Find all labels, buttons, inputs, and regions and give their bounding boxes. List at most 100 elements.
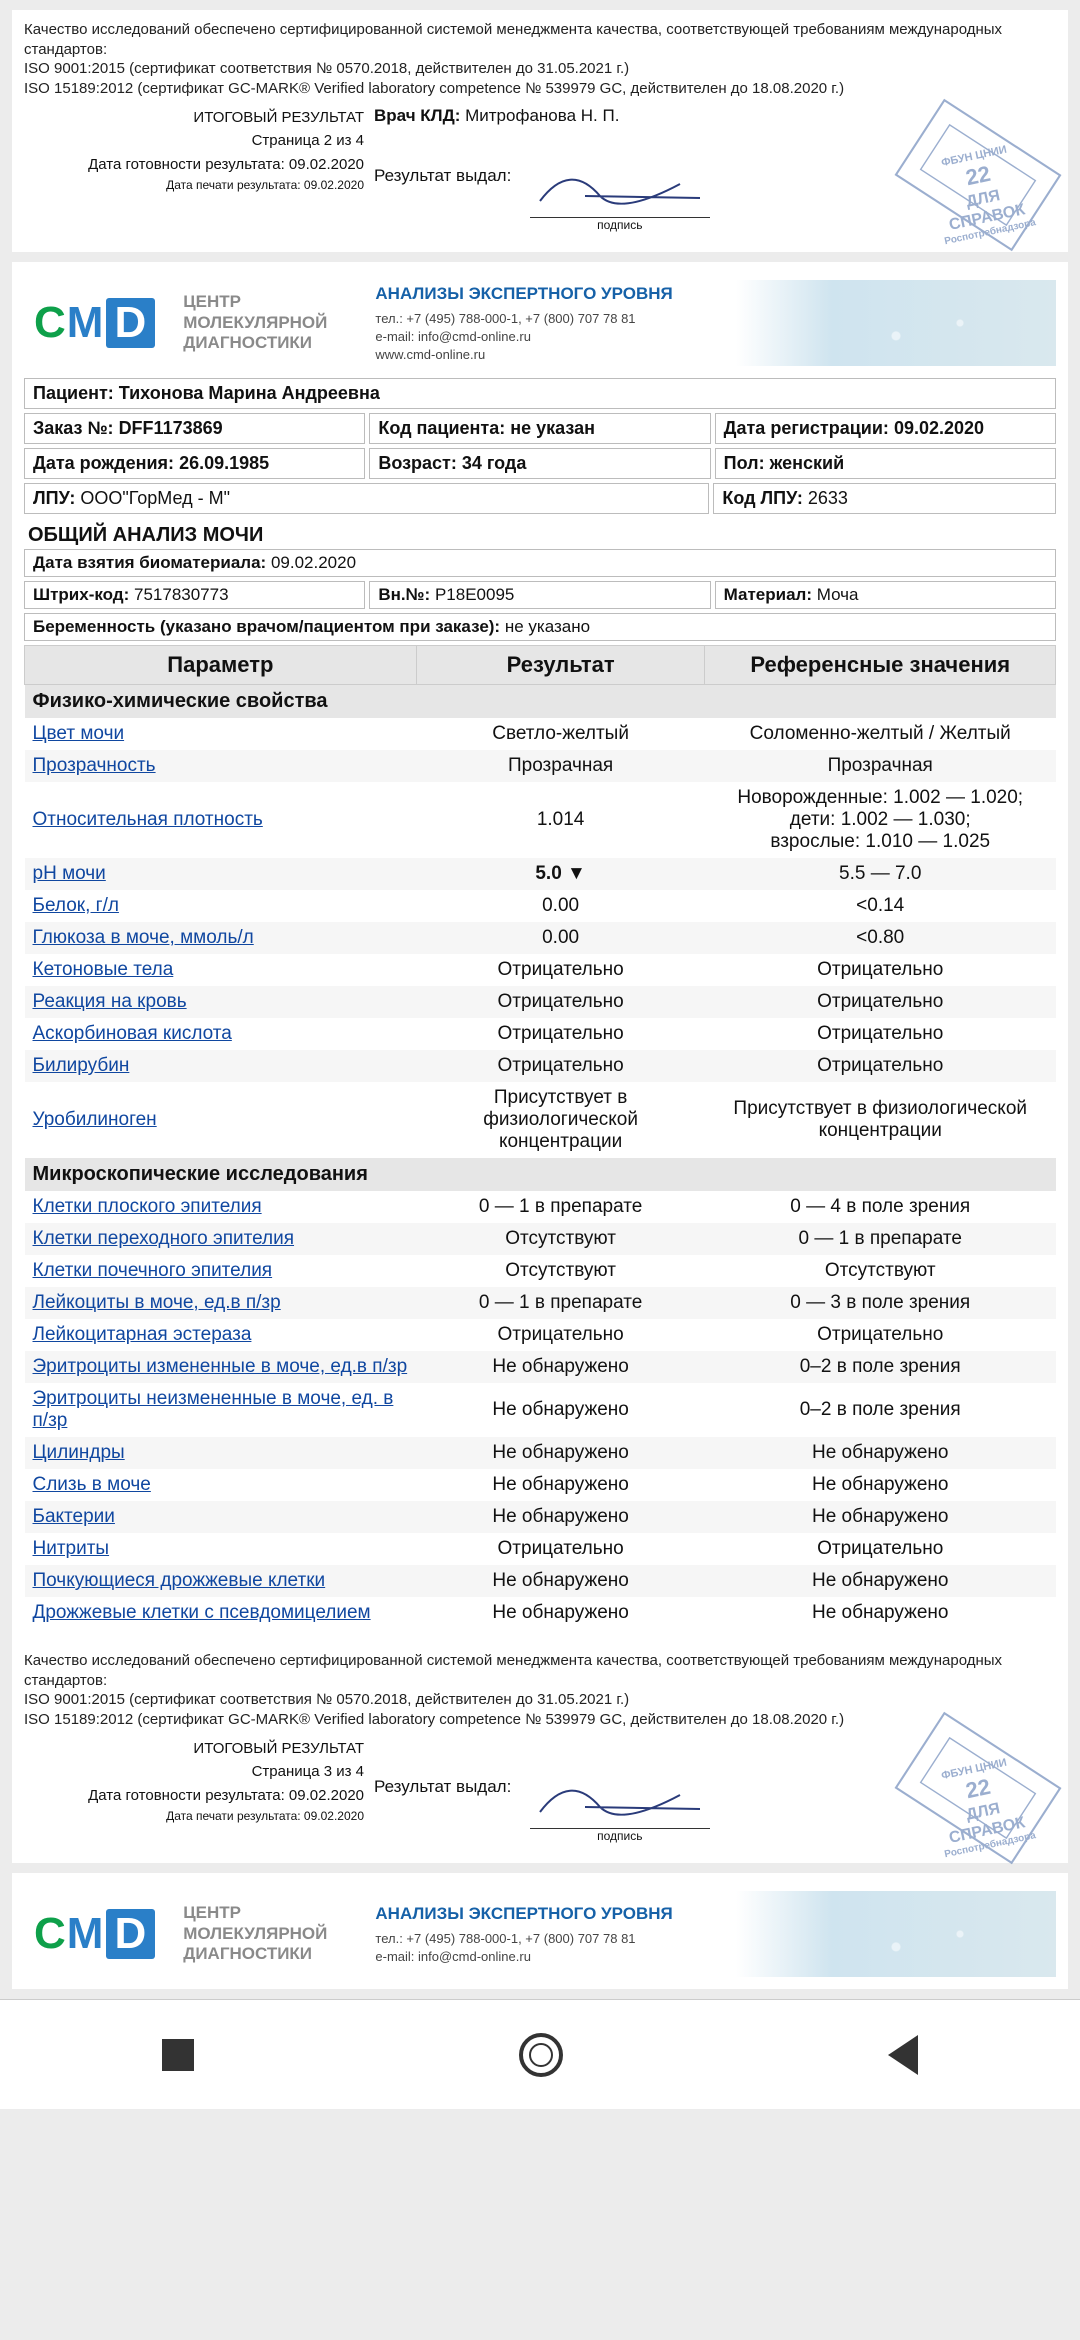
ref-cell: <0.14 xyxy=(705,890,1056,922)
group-header: Микроскопические исследования xyxy=(25,1158,1056,1191)
result-cell: Присутствует в физиологической концентра… xyxy=(416,1082,705,1158)
table-row: Реакция на кровьОтрицательноОтрицательно xyxy=(25,986,1056,1018)
result-cell: 0.00 xyxy=(416,890,705,922)
table-row: Эритроциты измененные в моче, ед.в п/зрН… xyxy=(25,1351,1056,1383)
result-cell: Не обнаружено xyxy=(416,1597,705,1629)
table-row: Лейкоциты в моче, ед.в п/зр0 — 1 в препа… xyxy=(25,1287,1056,1319)
result-cell: 0.00 xyxy=(416,922,705,954)
table-row: НитритыОтрицательноОтрицательно xyxy=(25,1533,1056,1565)
param-cell: Билирубин xyxy=(25,1050,417,1082)
ref-cell: Отрицательно xyxy=(705,1018,1056,1050)
internal-number-cell: Вн.№: P18E0095 xyxy=(369,581,710,609)
param-cell: Кетоновые тела xyxy=(25,954,417,986)
ref-cell: 0 — 4 в поле зрения xyxy=(705,1191,1056,1223)
ref-cell: 0–2 в поле зрения xyxy=(705,1351,1056,1383)
ref-cell: Отрицательно xyxy=(705,1533,1056,1565)
order-cell: Заказ №: DFF1173869 xyxy=(24,413,365,444)
page-3: CMD ЦЕНТРМОЛЕКУЛЯРНОЙДИАГНОСТИКИ АНАЛИЗЫ… xyxy=(12,262,1068,1863)
param-cell: Эритроциты измененные в моче, ед.в п/зр xyxy=(25,1351,417,1383)
result-cell: Не обнаружено xyxy=(416,1565,705,1597)
result-cell: Прозрачная xyxy=(416,750,705,782)
table-row: Почкующиеся дрожжевые клеткиНе обнаружен… xyxy=(25,1565,1056,1597)
result-cell: Отрицательно xyxy=(416,1018,705,1050)
lab-photo-placeholder xyxy=(736,280,1056,366)
param-cell: Лейкоцитарная эстераза xyxy=(25,1319,417,1351)
param-cell: Клетки переходного эпителия xyxy=(25,1223,417,1255)
result-cell: Не обнаружено xyxy=(416,1469,705,1501)
table-row: Эритроциты неизмененные в моче, ед. в п/… xyxy=(25,1383,1056,1437)
param-cell: Глюкоза в моче, ммоль/л xyxy=(25,922,417,954)
result-cell: 5.0 ▼ xyxy=(416,858,705,890)
ref-cell: Отрицательно xyxy=(705,1319,1056,1351)
param-cell: Белок, г/л xyxy=(25,890,417,922)
ref-cell: Не обнаружено xyxy=(705,1437,1056,1469)
table-row: Лейкоцитарная эстеразаОтрицательноОтрица… xyxy=(25,1319,1056,1351)
cmd-logo-2: CMD xyxy=(24,1907,165,1961)
table-row: Цвет мочиСветло-желтыйСоломенно-желтый /… xyxy=(25,718,1056,750)
android-nav-bar xyxy=(0,1999,1080,2109)
results-table: Параметр Результат Референсные значения … xyxy=(24,645,1056,1629)
table-row: Клетки переходного эпителияОтсутствуют0 … xyxy=(25,1223,1056,1255)
table-row: pH мочи5.0 ▼5.5 — 7.0 xyxy=(25,858,1056,890)
param-cell: Дрожжевые клетки с псевдомицелием xyxy=(25,1597,417,1629)
ref-cell: Отсутствуют xyxy=(705,1255,1056,1287)
param-cell: Цилиндры xyxy=(25,1437,417,1469)
cmd-logo: CMD xyxy=(24,296,165,350)
table-row: Аскорбиновая кислотаОтрицательноОтрицате… xyxy=(25,1018,1056,1050)
result-cell: 0 — 1 в препарате xyxy=(416,1191,705,1223)
result-cell: Отсутствуют xyxy=(416,1255,705,1287)
param-cell: Слизь в моче xyxy=(25,1469,417,1501)
table-row: Глюкоза в моче, ммоль/л0.00<0.80 xyxy=(25,922,1056,954)
ref-cell: Прозрачная xyxy=(705,750,1056,782)
param-cell: Бактерии xyxy=(25,1501,417,1533)
material-cell: Материал: Моча xyxy=(715,581,1056,609)
result-cell: 1.014 xyxy=(416,782,705,858)
ref-cell: 0 — 1 в препарате xyxy=(705,1223,1056,1255)
cmd-contact: АНАЛИЗЫ ЭКСПЕРТНОГО УРОВНЯ тел.: +7 (495… xyxy=(375,282,672,364)
quality-text-2: Качество исследований обеспечено сертифи… xyxy=(24,1651,1056,1729)
table-row: Клетки почечного эпителияОтсутствуютОтсу… xyxy=(25,1255,1056,1287)
sample-date-cell: Дата взятия биоматериала: 09.02.2020 xyxy=(24,549,1056,577)
param-cell: Лейкоциты в моче, ед.в п/зр xyxy=(25,1287,417,1319)
param-cell: Эритроциты неизмененные в моче, ед. в п/… xyxy=(25,1383,417,1437)
quality-text: Качество исследований обеспечено сертифи… xyxy=(24,20,1056,98)
param-cell: Относительная плотность xyxy=(25,782,417,858)
param-cell: Клетки плоского эпителия xyxy=(25,1191,417,1223)
doctor-name: Врач КЛД: Митрофанова Н. П. xyxy=(374,106,1056,126)
table-row: БилирубинОтрицательноОтрицательно xyxy=(25,1050,1056,1082)
ref-cell: Отрицательно xyxy=(705,954,1056,986)
table-row: ЦилиндрыНе обнаруженоНе обнаружено xyxy=(25,1437,1056,1469)
table-row: Относительная плотность1.014Новорожденны… xyxy=(25,782,1056,858)
reg-date-cell: Дата регистрации: 09.02.2020 xyxy=(715,413,1056,444)
th-result: Результат xyxy=(416,646,705,685)
ref-cell: Присутствует в физиологической концентра… xyxy=(705,1082,1056,1158)
page-2-footer: Качество исследований обеспечено сертифи… xyxy=(12,10,1068,252)
param-cell: Прозрачность xyxy=(25,750,417,782)
barcode-cell: Штрих-код: 7517830773 xyxy=(24,581,365,609)
table-row: Кетоновые телаОтрицательноОтрицательно xyxy=(25,954,1056,986)
home-button[interactable] xyxy=(519,2033,563,2077)
lpu-cell: ЛПУ: ООО"ГорМед - М" xyxy=(24,483,709,514)
ref-cell: Отрицательно xyxy=(705,1050,1056,1082)
ref-cell: 0–2 в поле зрения xyxy=(705,1383,1056,1437)
param-cell: Цвет мочи xyxy=(25,718,417,750)
th-param: Параметр xyxy=(25,646,417,685)
recent-apps-button[interactable] xyxy=(162,2039,194,2071)
table-row: БактерииНе обнаруженоНе обнаружено xyxy=(25,1501,1056,1533)
table-row: УробилиногенПрисутствует в физиологическ… xyxy=(25,1082,1056,1158)
signature-icon-2: подпись xyxy=(530,1777,710,1843)
result-cell: Не обнаружено xyxy=(416,1351,705,1383)
issued-label: Результат выдал: xyxy=(374,166,511,186)
param-cell: Уробилиноген xyxy=(25,1082,417,1158)
param-cell: pH мочи xyxy=(25,858,417,890)
page-4-peek: CMD ЦЕНТРМОЛЕКУЛЯРНОЙДИАГНОСТИКИ АНАЛИЗЫ… xyxy=(12,1873,1068,1989)
param-cell: Реакция на кровь xyxy=(25,986,417,1018)
back-button[interactable] xyxy=(888,2035,918,2075)
cmd-tagline: ЦЕНТРМОЛЕКУЛЯРНОЙДИАГНОСТИКИ xyxy=(183,292,327,353)
table-row: ПрозрачностьПрозрачнаяПрозрачная xyxy=(25,750,1056,782)
footer-meta: ИТОГОВЫЙ РЕЗУЛЬТАТ Страница 2 из 4 Дата … xyxy=(24,106,364,232)
result-cell: Отсутствуют xyxy=(416,1223,705,1255)
ref-cell: Соломенно-желтый / Желтый xyxy=(705,718,1056,750)
result-cell: Отрицательно xyxy=(416,954,705,986)
ref-cell: Отрицательно xyxy=(705,986,1056,1018)
